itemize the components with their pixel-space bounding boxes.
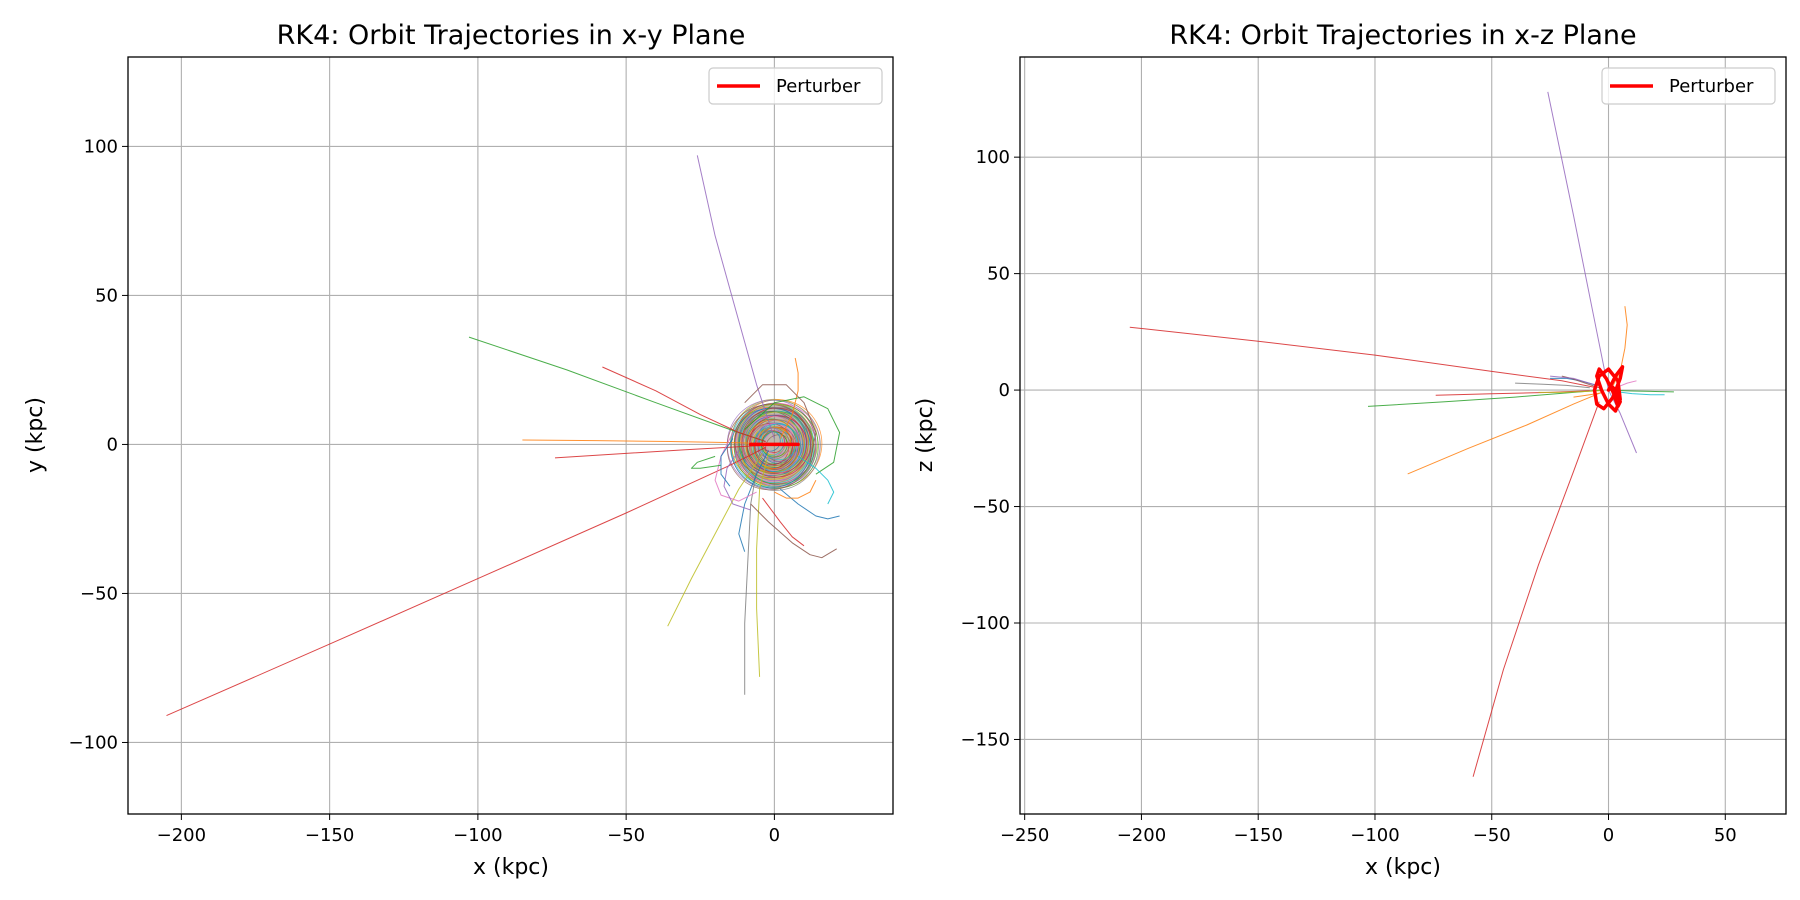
cluster-orbit <box>729 399 821 491</box>
orbit-trajectory <box>744 453 761 695</box>
orbit-trajectory <box>522 439 769 445</box>
xy-plane-panel: RK4: Orbit Trajectories in x-y Plane −20… <box>23 20 894 880</box>
plot-area-xz <box>1019 56 1787 815</box>
orbit-trajectory <box>690 455 722 469</box>
orbit-trajectory <box>744 384 817 463</box>
orbit-trajectory <box>1573 391 1604 398</box>
orbit-trajectory <box>1407 391 1602 475</box>
xz-plane-panel: RK4: Orbit Trajectories in x-z Plane −25… <box>913 20 1787 880</box>
x-tick-label: −50 <box>607 825 645 846</box>
x-tick-label: −50 <box>1473 825 1511 846</box>
x-tick-label: −200 <box>157 825 206 846</box>
orbit-trajectory <box>714 432 757 502</box>
orbit-trajectory <box>1550 375 1597 386</box>
cluster-orbit <box>752 423 802 473</box>
orbit-trajectory <box>1129 326 1597 389</box>
y-tick-label: −50 <box>972 497 1010 518</box>
y-tick-label: 50 <box>95 285 118 306</box>
cluster-orbit <box>756 419 800 463</box>
cluster-orbit <box>762 430 785 454</box>
cluster-orbit <box>745 411 810 476</box>
orbit-trajectory <box>756 453 769 677</box>
y-tick-label: −150 <box>961 729 1010 750</box>
orbit-trajectory <box>1613 390 1665 396</box>
y-tick-label: 100 <box>976 147 1010 168</box>
perturber-trajectory-xz <box>1592 365 1625 413</box>
y-axis-label-xz: z (kpc) <box>913 398 938 473</box>
x-tick-label: −250 <box>1000 825 1049 846</box>
x-tick-label: −100 <box>453 825 502 846</box>
perturber-line <box>1592 365 1625 413</box>
y-tick-label: −50 <box>80 583 118 604</box>
orbit-trajectory <box>1612 306 1628 386</box>
orbit-trajectory <box>554 444 769 459</box>
orbit-trajectory <box>667 453 763 627</box>
legend-entry-perturber-xy: Perturber <box>776 76 861 97</box>
cluster-orbit <box>760 423 798 461</box>
y-ticks-xz: −150 −100 −50 0 50 100 <box>961 147 1020 750</box>
x-axis-label-xy: x (kpc) <box>473 855 549 880</box>
x-tick-label: −150 <box>1233 825 1282 846</box>
orbit-trajectory <box>738 450 769 552</box>
orbit-trajectory <box>696 155 775 439</box>
x-tick-label: 0 <box>769 825 780 846</box>
orbit-trajectory <box>797 455 835 505</box>
y-tick-label: 0 <box>107 434 118 455</box>
y-axis-label-xy: y (kpc) <box>23 397 48 473</box>
y-tick-label: 0 <box>999 380 1010 401</box>
chart-title-xy: RK4: Orbit Trajectories in x-y Plane <box>277 20 746 51</box>
cluster-orbit <box>737 403 814 480</box>
cluster-orbit <box>749 423 798 471</box>
x-tick-label: −200 <box>1117 825 1166 846</box>
x-axis-label-xz: x (kpc) <box>1365 855 1441 880</box>
legend-xy: Perturber <box>708 67 883 105</box>
orbit-trajectory <box>166 446 766 717</box>
orbit-trajectory <box>762 497 805 547</box>
orbit-trajectory <box>602 366 766 442</box>
chart-title-xz: RK4: Orbit Trajectories in x-z Plane <box>1169 20 1636 51</box>
orbit-trajectory <box>774 479 817 499</box>
orbit-trajectory <box>750 503 837 559</box>
y-tick-label: 100 <box>84 136 118 157</box>
legend-entry-perturber-xz: Perturber <box>1669 76 1754 97</box>
legend-xz: Perturber <box>1601 67 1776 105</box>
orbit-trajectory <box>779 488 840 520</box>
x-tick-label: 50 <box>1714 825 1737 846</box>
x-ticks-xy: −200 −150 −100 −50 0 <box>157 814 780 846</box>
orbit-trajectory <box>744 396 841 475</box>
plot-area-xy <box>127 56 894 815</box>
x-tick-label: −100 <box>1350 825 1399 846</box>
orbit-trajectory <box>1515 382 1590 389</box>
y-ticks-xy: −100 −50 0 50 100 <box>69 136 128 753</box>
y-tick-label: 50 <box>987 264 1010 285</box>
y-tick-label: −100 <box>961 613 1010 634</box>
orbit-trajectory <box>720 438 734 487</box>
x-ticks-xz: −250 −200 −150 −100 −50 0 50 <box>1000 814 1737 846</box>
gridlines-xy <box>128 57 893 814</box>
orbit-trajectory <box>1472 401 1600 777</box>
y-tick-label: −100 <box>69 732 118 753</box>
orbit-trajectory <box>723 450 751 511</box>
x-tick-label: −150 <box>305 825 354 846</box>
orbit-trajectory <box>779 357 799 439</box>
x-tick-label: 0 <box>1603 825 1614 846</box>
gridlines-xz <box>1020 57 1786 814</box>
orbit-trajectory <box>1547 91 1637 454</box>
